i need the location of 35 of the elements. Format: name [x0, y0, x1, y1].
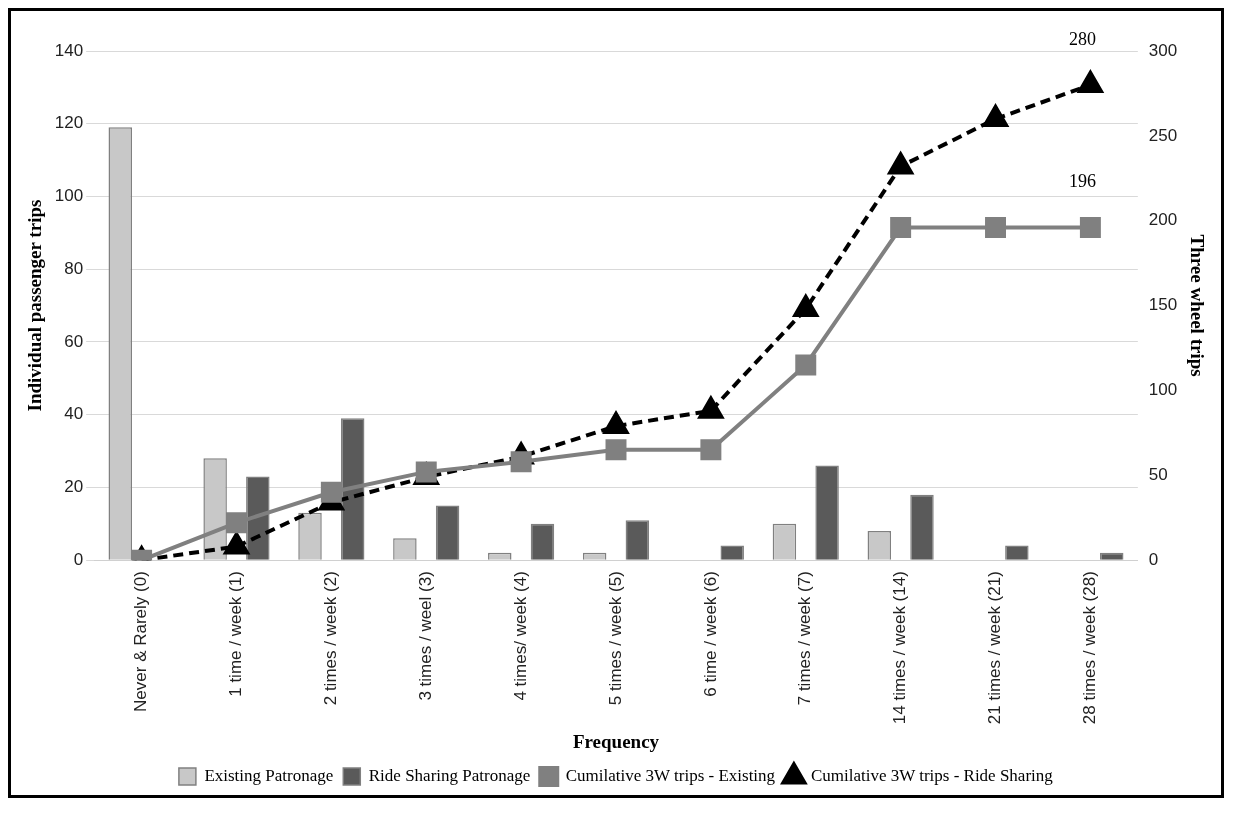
- y2-tick-label: 300: [1148, 40, 1178, 60]
- y2-tick-label: 100: [1148, 380, 1178, 400]
- x-tick-label: Never & Rarely (0): [131, 571, 151, 712]
- data-label: 280: [1068, 28, 1096, 49]
- y-tick-label: 100: [54, 186, 84, 206]
- y-tick-label: 80: [64, 258, 84, 278]
- y2-axis-title: Three wheel trips: [1186, 234, 1208, 377]
- x-tick-label: 5 times / week (5): [605, 571, 625, 706]
- x-axis-title: Frequency: [572, 730, 660, 752]
- x-tick-label: 7 times / week (7): [795, 571, 815, 706]
- y2-tick-label: 250: [1148, 125, 1178, 145]
- legend-label: Cumilative 3W trips - Ride Sharing: [810, 765, 1054, 785]
- x-tick-label: 3 times / weel (3): [415, 571, 435, 701]
- x-tick-label: 2 times / week (2): [321, 571, 341, 706]
- y2-tick-label: 150: [1148, 295, 1178, 315]
- x-tick-label: 1 time / week (1): [226, 571, 246, 697]
- y-tick-label: 140: [54, 40, 84, 60]
- y-tick-label: 40: [64, 404, 84, 424]
- x-tick-label: 4 times/ week (4): [510, 571, 530, 701]
- y2-tick-label: 50: [1148, 464, 1168, 484]
- y2-tick-label: 0: [1148, 549, 1159, 569]
- x-tick-label: 6 time / week (6): [700, 571, 720, 697]
- y-tick-label: 60: [64, 331, 84, 351]
- x-tick-label: 28 times / week (28): [1080, 571, 1100, 725]
- y-tick-label: 20: [64, 477, 84, 497]
- x-tick-label: 14 times / week (14): [890, 571, 910, 725]
- y-tick-label: 0: [73, 549, 84, 569]
- y-axis-title: Individual passenger trips: [24, 199, 46, 412]
- legend-label: Ride Sharing Patronage: [368, 765, 531, 785]
- x-tick-label: 21 times / week (21): [985, 571, 1005, 725]
- legend-label: Cumilative 3W trips - Existing: [565, 765, 776, 785]
- legend-label: Existing Patronage: [204, 765, 334, 785]
- y2-tick-label: 200: [1148, 210, 1178, 230]
- y-tick-label: 120: [54, 113, 84, 133]
- data-label: 196: [1068, 171, 1096, 192]
